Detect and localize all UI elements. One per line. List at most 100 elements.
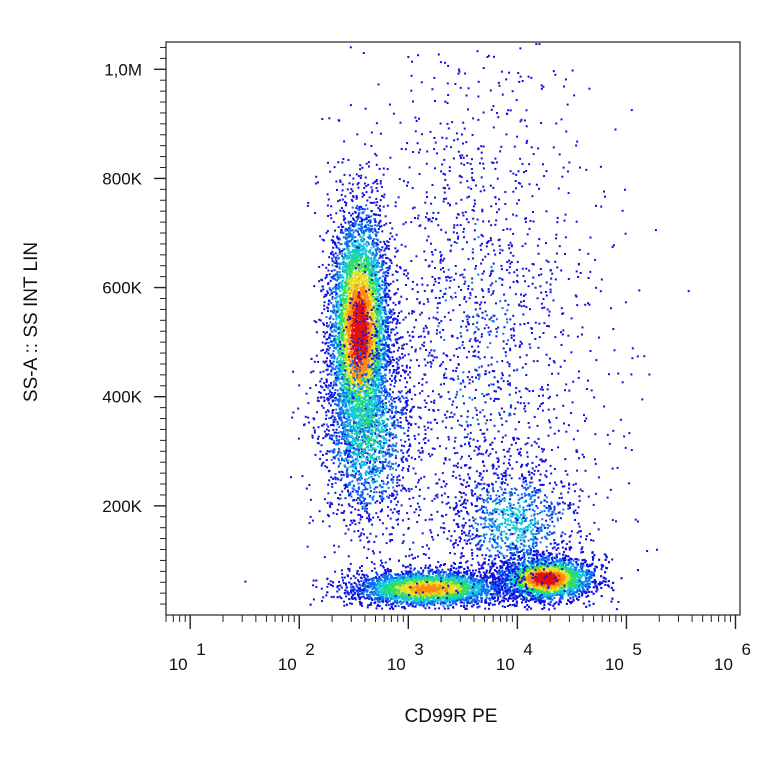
scatter-point [360, 294, 363, 297]
scatter-point [395, 361, 398, 364]
scatter-point [333, 166, 336, 169]
scatter-point [346, 365, 349, 368]
scatter-point [385, 433, 388, 436]
scatter-point [328, 317, 331, 320]
scatter-point [375, 238, 378, 241]
scatter-point [383, 319, 386, 322]
scatter-point [384, 289, 387, 292]
scatter-point [331, 276, 334, 278]
scatter-point [339, 243, 342, 246]
scatter-point [368, 322, 371, 325]
scatter-point [332, 380, 335, 383]
scatter-point [365, 253, 368, 256]
scatter-point [386, 391, 388, 394]
scatter-point [325, 316, 328, 319]
scatter-point [373, 307, 376, 310]
scatter-point [332, 384, 335, 387]
scatter-point [369, 237, 372, 240]
scatter-point [369, 270, 371, 273]
scatter-point [353, 372, 356, 375]
scatter-point [320, 290, 323, 293]
scatter-point [330, 302, 333, 304]
scatter-point [382, 290, 385, 293]
scatter-point [369, 392, 372, 395]
scatter-point [354, 211, 357, 213]
scatter-point [348, 331, 351, 334]
scatter-point [372, 381, 375, 384]
scatter-point [346, 265, 349, 268]
scatter-point [387, 364, 390, 367]
scatter-point [387, 315, 390, 318]
scatter-point [362, 253, 365, 256]
scatter-point [383, 224, 386, 227]
scatter-point [365, 260, 368, 263]
scatter-point [341, 266, 344, 269]
scatter-point [383, 365, 386, 368]
scatter-point [391, 321, 394, 324]
scatter-point [351, 343, 353, 346]
scatter-point [368, 345, 371, 348]
scatter-point [390, 331, 393, 334]
scatter-point [374, 152, 377, 155]
scatter-point [349, 273, 352, 276]
scatter-point [344, 322, 347, 325]
scatter-point [344, 307, 346, 310]
scatter-point [329, 359, 332, 362]
scatter-point [330, 369, 333, 372]
scatter-point [354, 323, 357, 326]
scatter-point [374, 213, 377, 216]
scatter-point [335, 180, 338, 183]
scatter-point [346, 239, 349, 242]
scatter-point [363, 258, 366, 261]
scatter-point [343, 414, 345, 417]
scatter-point [339, 346, 342, 349]
scatter-point [388, 237, 391, 240]
scatter-point [388, 369, 391, 372]
scatter-point [389, 312, 391, 315]
scatter-point [353, 353, 355, 356]
scatter-point [368, 262, 371, 265]
scatter-point [354, 355, 357, 358]
scatter-point [333, 457, 336, 460]
scatter-point [345, 420, 348, 423]
scatter-point [337, 247, 340, 250]
scatter-point [356, 240, 359, 243]
scatter-point [368, 338, 371, 341]
scatter-point [381, 262, 384, 265]
scatter-point [353, 225, 356, 227]
scatter-point [367, 224, 370, 227]
scatter-point [359, 220, 361, 223]
scatter-point [327, 303, 330, 306]
scatter-point [341, 252, 344, 255]
scatter-point [343, 376, 346, 379]
scatter-point [396, 321, 399, 324]
scatter-point [383, 424, 386, 427]
scatter-point [365, 162, 368, 165]
scatter-point [343, 298, 346, 301]
scatter-point [355, 416, 358, 419]
scatter-point [331, 334, 334, 337]
scatter-point [393, 344, 396, 347]
scatter-point [367, 325, 369, 328]
scatter-point [369, 252, 372, 255]
scatter-point [349, 263, 352, 266]
scatter-point [373, 461, 376, 464]
scatter-point [355, 197, 358, 200]
scatter-point [382, 461, 385, 464]
scatter-point [391, 344, 394, 347]
scatter-point [333, 328, 336, 331]
scatter-point [331, 310, 334, 313]
scatter-point [358, 293, 361, 296]
scatter-point [322, 437, 325, 440]
scatter-point [348, 372, 351, 375]
scatter-point [372, 286, 375, 289]
scatter-point [331, 295, 334, 298]
scatter-point [361, 231, 363, 234]
scatter-point [355, 338, 358, 341]
scatter-point [395, 270, 397, 273]
scatter-point [348, 276, 351, 279]
scatter-point [351, 300, 354, 303]
scatter-point [345, 255, 348, 257]
scatter-point [339, 238, 341, 241]
scatter-point [344, 227, 347, 230]
